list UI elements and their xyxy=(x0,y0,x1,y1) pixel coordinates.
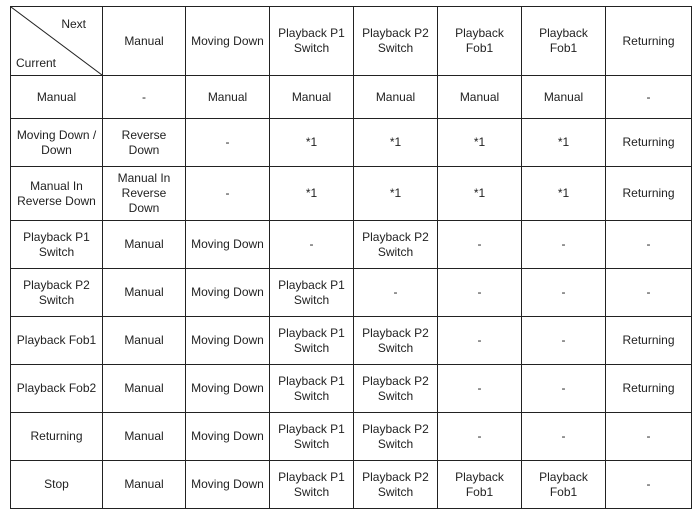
table-cell: Moving Down xyxy=(185,316,270,365)
row-header: Returning xyxy=(10,412,103,461)
table-cell: *1 xyxy=(269,118,354,167)
table-cell: Playback P1 Switch xyxy=(269,268,354,317)
row-header: Playback Fob1 xyxy=(10,316,103,365)
table-cell: Playback P2 Switch xyxy=(353,316,438,365)
row-header: Playback P2 Switch xyxy=(10,268,103,317)
row-header: Playback Fob2 xyxy=(10,364,103,413)
table-cell: Moving Down xyxy=(185,412,270,461)
table-cell: *1 xyxy=(269,166,354,221)
table-row: Returning Manual Moving Down Playback P1 Sw… xyxy=(10,412,692,461)
table-cell: Manual xyxy=(437,75,522,119)
table-cell: - xyxy=(185,118,270,167)
table-cell: *1 xyxy=(353,118,438,167)
table-cell: - xyxy=(437,220,522,269)
table-cell: Returning xyxy=(605,166,692,221)
table-row: Playback Fob2 Manual Moving Down Playback P… xyxy=(10,364,692,413)
table-cell: - xyxy=(605,268,692,317)
table-cell: Playback P1 Switch xyxy=(269,316,354,365)
table-cell: - xyxy=(521,412,606,461)
column-header: Playback P2 Switch xyxy=(353,6,438,76)
table-cell: - xyxy=(605,75,692,119)
table-cell: Manual xyxy=(102,364,186,413)
table-cell: Playback P1 Switch xyxy=(269,412,354,461)
table-cell: - xyxy=(437,268,522,317)
table-cell: *1 xyxy=(353,166,438,221)
table-cell: Manual xyxy=(185,75,270,119)
table-cell: - xyxy=(605,460,692,509)
table-cell: *1 xyxy=(521,166,606,221)
column-header: Returning xyxy=(605,6,692,76)
table-row: Manual In Reverse Down Manual In Reverse … xyxy=(10,166,692,221)
table-cell: *1 xyxy=(437,166,522,221)
table-cell: Playback P1 Switch xyxy=(269,364,354,413)
table-cell: Returning xyxy=(605,118,692,167)
table-row: Manual - Manual Manual Manual Manual Manual - xyxy=(10,75,692,119)
table-cell: *1 xyxy=(521,118,606,167)
table-cell: Playback P2 Switch xyxy=(353,364,438,413)
table-cell: - xyxy=(269,220,354,269)
table-cell: - xyxy=(437,364,522,413)
table-row: Playback P2 Switch Manual Moving Down Playb… xyxy=(10,268,692,317)
row-header: Moving Down / Down xyxy=(10,118,103,167)
table-cell: - xyxy=(605,412,692,461)
row-header: Playback P1 Switch xyxy=(10,220,103,269)
table-cell: Moving Down xyxy=(185,364,270,413)
diagonal-divider xyxy=(11,7,102,75)
table-cell: Playback P2 Switch xyxy=(353,412,438,461)
table-cell: Moving Down xyxy=(185,268,270,317)
table-cell: *1 xyxy=(437,118,522,167)
column-header: Playback P1 Switch xyxy=(269,6,354,76)
row-header: Stop xyxy=(10,460,103,509)
table-cell: - xyxy=(437,316,522,365)
table-cell: Moving Down xyxy=(185,460,270,509)
next-label: Next xyxy=(61,17,86,31)
table-cell: Manual xyxy=(102,268,186,317)
table-cell: Playback P2 Switch xyxy=(353,460,438,509)
table-cell: Manual xyxy=(269,75,354,119)
table-cell: - xyxy=(437,412,522,461)
table-cell: Manual In Reverse Down xyxy=(102,166,186,221)
column-header: Manual xyxy=(102,6,186,76)
table-cell: Playback Fob1 xyxy=(521,460,606,509)
table-cell: Moving Down xyxy=(185,220,270,269)
table-row: Moving Down / Down Reverse Down - *1 *1 *1 *1 R… xyxy=(10,118,692,167)
table-cell: Playback P1 Switch xyxy=(269,460,354,509)
table-cell: - xyxy=(521,316,606,365)
table-cell: - xyxy=(521,268,606,317)
table-cell: Manual xyxy=(521,75,606,119)
table-cell: Manual xyxy=(102,220,186,269)
row-header: Manual In Reverse Down xyxy=(10,166,103,221)
column-header: Playback Fob1 xyxy=(521,6,606,76)
table-cell: Returning xyxy=(605,316,692,365)
table-cell: Manual xyxy=(353,75,438,119)
table-cell: Manual xyxy=(102,316,186,365)
corner-header-cell: Next Current xyxy=(10,6,103,76)
table-row: Playback Fob1 Manual Moving Down Playback P… xyxy=(10,316,692,365)
table-cell: - xyxy=(102,75,186,119)
column-header: Playback Fob1 xyxy=(437,6,522,76)
table-cell: - xyxy=(605,220,692,269)
table-row: Stop Manual Moving Down Playback P1 Switch P… xyxy=(10,460,692,509)
table-cell: Returning xyxy=(605,364,692,413)
table-row: Playback P1 Switch Manual Moving Down - Play… xyxy=(10,220,692,269)
table-cell: Manual xyxy=(102,460,186,509)
state-transition-table: Next Current Manual Moving Down Playback P… xyxy=(10,6,692,509)
table-cell: - xyxy=(521,364,606,413)
current-label: Current xyxy=(16,56,57,70)
table-cell: - xyxy=(353,268,438,317)
table-cell: Playback P2 Switch xyxy=(353,220,438,269)
table-cell: - xyxy=(521,220,606,269)
table-cell: - xyxy=(185,166,270,221)
table-cell: Reverse Down xyxy=(102,118,186,167)
row-header: Manual xyxy=(10,75,103,119)
header-row: Next Current Manual Moving Down Playback P… xyxy=(10,6,692,76)
column-header: Moving Down xyxy=(185,6,270,76)
table-cell: Manual xyxy=(102,412,186,461)
table-cell: Playback Fob1 xyxy=(437,460,522,509)
